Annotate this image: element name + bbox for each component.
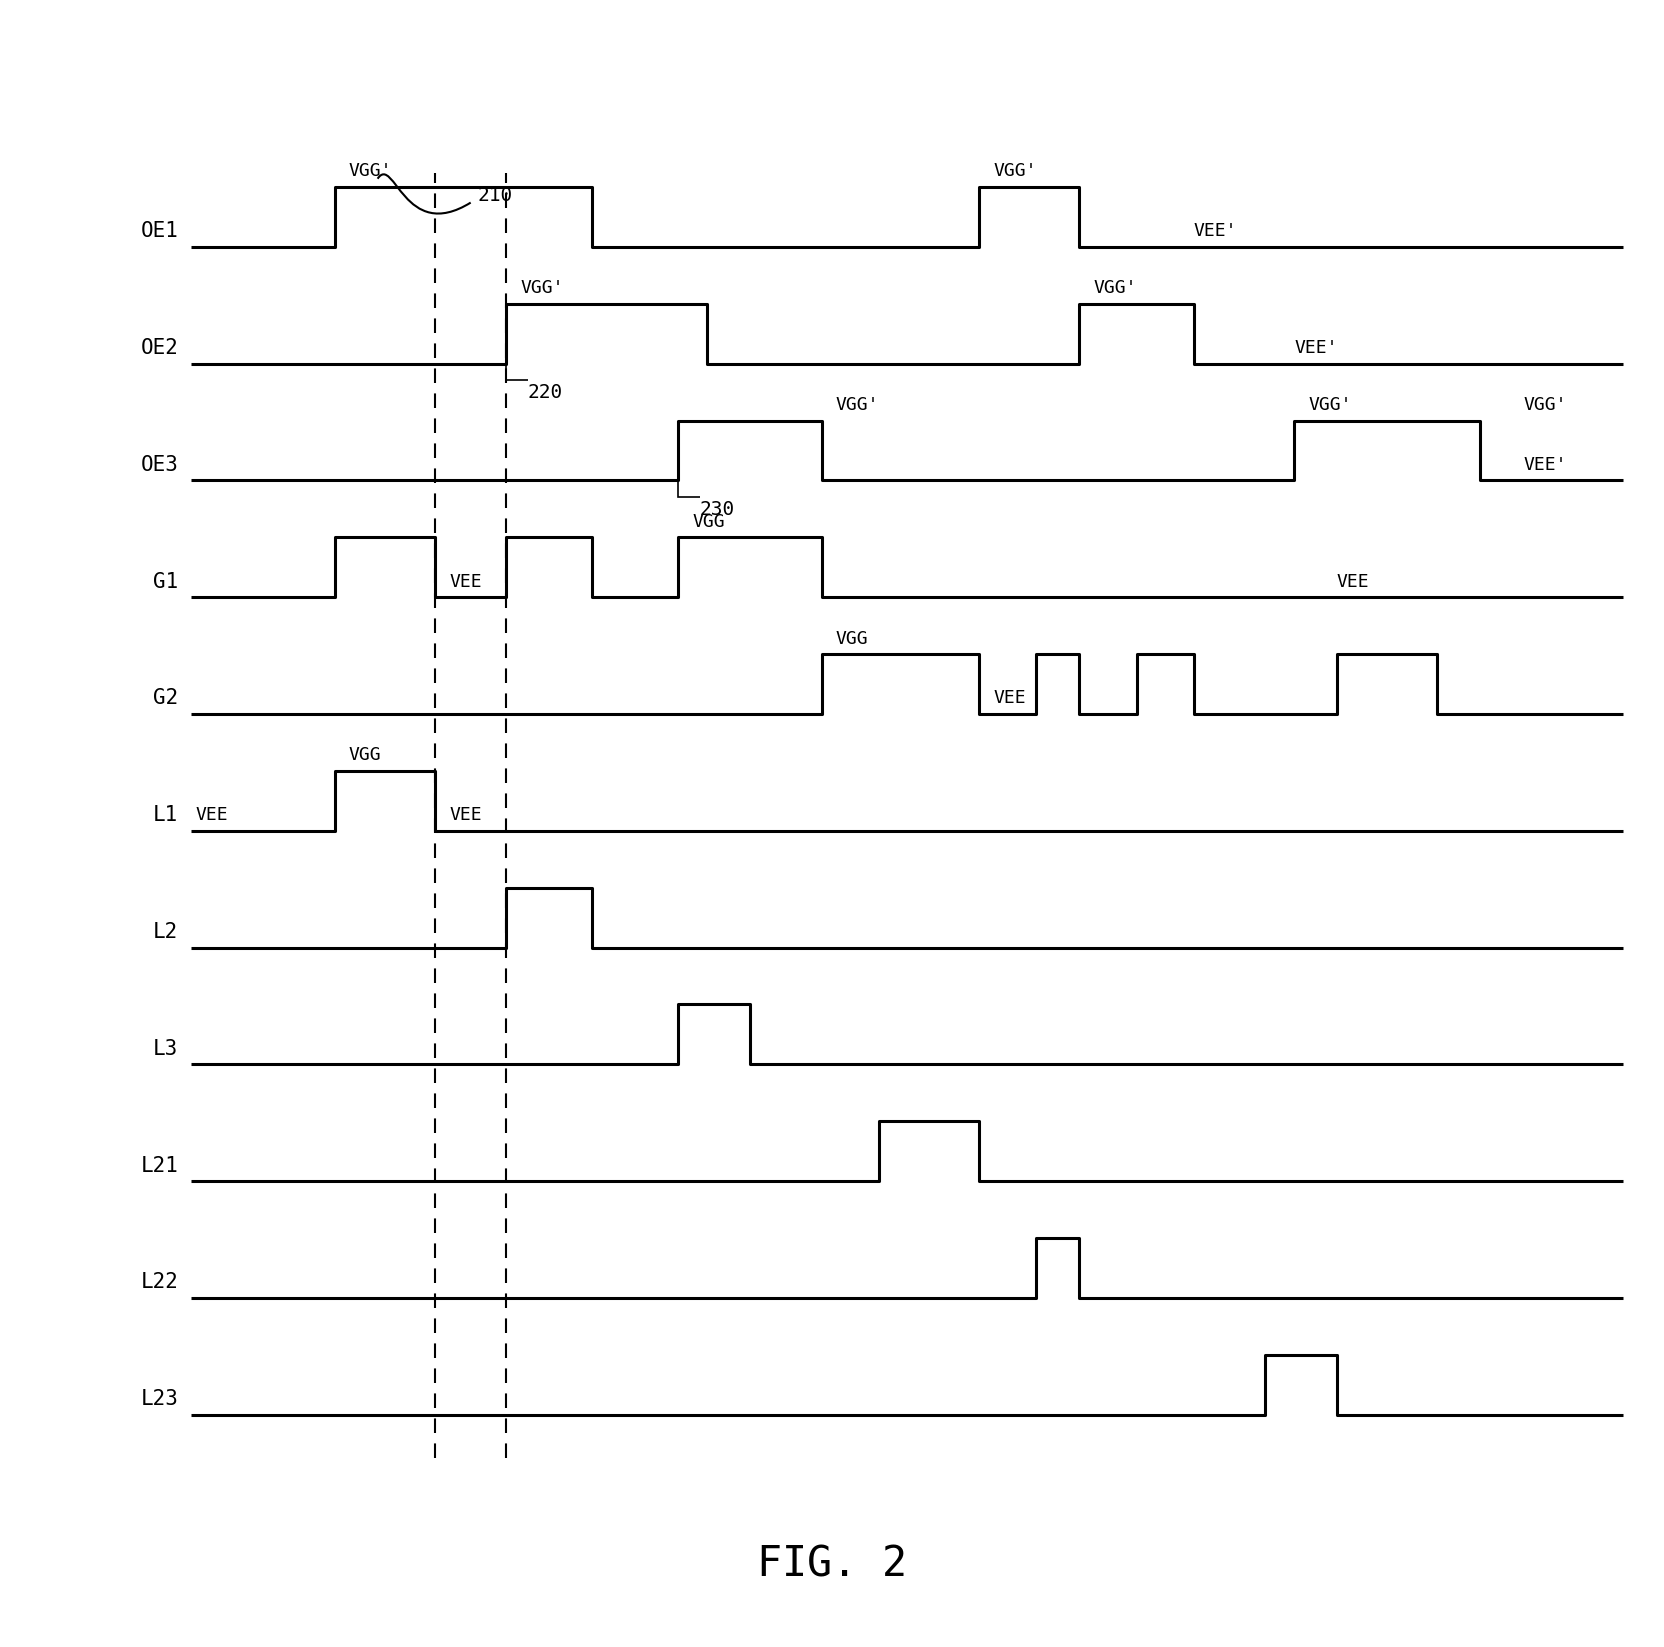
Text: L22: L22 xyxy=(140,1273,178,1293)
Text: L2: L2 xyxy=(153,922,178,942)
Text: VGG: VGG xyxy=(692,512,726,530)
Text: VGG': VGG' xyxy=(835,395,879,413)
Text: FIG. 2: FIG. 2 xyxy=(757,1543,907,1586)
Text: VGG': VGG' xyxy=(1523,395,1566,413)
Text: VGG': VGG' xyxy=(521,278,564,296)
Text: VGG: VGG xyxy=(835,629,869,647)
Text: L23: L23 xyxy=(140,1388,178,1410)
Text: L3: L3 xyxy=(153,1039,178,1059)
Text: VGG: VGG xyxy=(349,746,381,764)
Text: VEE': VEE' xyxy=(1523,456,1566,474)
Text: OE1: OE1 xyxy=(140,221,178,242)
Text: OE3: OE3 xyxy=(140,455,178,474)
Text: VGG': VGG' xyxy=(993,163,1037,181)
Text: VEE: VEE xyxy=(993,690,1025,708)
Text: VEE': VEE' xyxy=(1193,222,1236,240)
Text: G1: G1 xyxy=(153,572,178,591)
Text: L1: L1 xyxy=(153,805,178,825)
Text: VEE: VEE xyxy=(449,807,481,824)
Text: OE2: OE2 xyxy=(140,338,178,357)
Text: VGG': VGG' xyxy=(349,163,393,181)
Text: VEE: VEE xyxy=(449,573,481,591)
Text: VGG': VGG' xyxy=(1308,395,1351,413)
Text: VEE: VEE xyxy=(1336,573,1369,591)
Text: 220: 220 xyxy=(527,384,562,402)
Text: 210: 210 xyxy=(478,186,513,206)
Text: VEE': VEE' xyxy=(1293,339,1336,357)
Text: 230: 230 xyxy=(699,501,734,519)
Text: L21: L21 xyxy=(140,1156,178,1176)
Text: VGG': VGG' xyxy=(1093,278,1137,296)
Text: G2: G2 xyxy=(153,688,178,708)
Text: VEE: VEE xyxy=(196,807,228,824)
